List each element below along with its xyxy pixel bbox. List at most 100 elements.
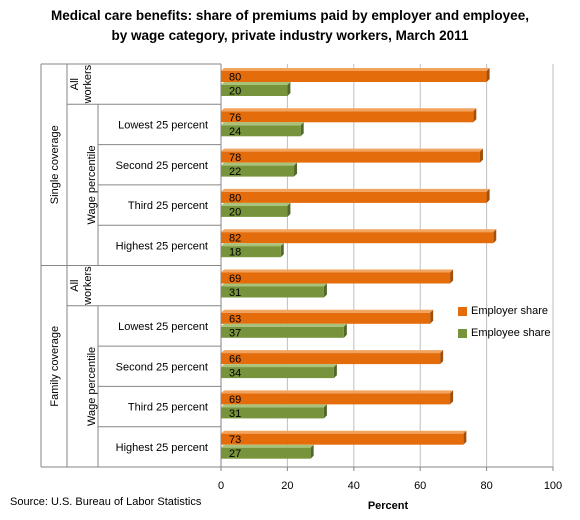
bar-employer <box>221 151 480 163</box>
data-label-employer: 80 <box>229 72 241 84</box>
legend-label-employer: Employer share <box>471 305 549 317</box>
bar-top-face-employee <box>221 243 284 247</box>
bar-side-face-employee <box>287 82 291 96</box>
chart-title: Medical care benefits: share of premiums… <box>0 6 580 46</box>
bar-employer <box>221 393 451 405</box>
bar-employee <box>221 326 344 338</box>
bar-employee <box>221 367 334 379</box>
x-tick-label: 40 <box>348 480 360 492</box>
bar-top-face-employer <box>221 390 454 394</box>
bar-side-face-employee <box>333 364 337 379</box>
data-label-employee: 37 <box>229 327 241 339</box>
bar-top-face-employee <box>221 82 291 85</box>
group-label: Family coverage <box>49 326 61 407</box>
category-label: Second 25 percent <box>116 361 208 373</box>
bar-side-face-employer <box>493 229 497 244</box>
data-label-employer: 73 <box>229 434 241 446</box>
bar-employer <box>221 353 441 365</box>
data-label-employee: 20 <box>229 206 241 218</box>
bar-employer <box>221 433 464 445</box>
legend-label-employee: Employee share <box>471 327 551 339</box>
data-label-employer: 69 <box>229 273 241 285</box>
category-label: Highest 25 percent <box>116 240 208 252</box>
legend: Employer share Employee share <box>458 300 551 344</box>
bar-employee <box>221 165 295 177</box>
bar-top-face-employer <box>221 430 467 434</box>
data-label-employee: 34 <box>229 368 241 380</box>
x-tick-label: 20 <box>281 480 293 492</box>
bar-employee <box>221 246 281 258</box>
bar-top-face-employee <box>221 364 337 368</box>
category-label: Lowest 25 percent <box>118 321 208 333</box>
data-label-employer: 69 <box>229 394 241 406</box>
bar-side-face-employee <box>323 404 327 419</box>
source-note: Source: U.S. Bureau of Labor Statistics <box>10 496 202 508</box>
bar-employer <box>221 272 451 284</box>
bar-employee <box>221 447 311 459</box>
bar-top-face-employer <box>221 350 444 354</box>
bar-side-face-employee <box>280 243 284 258</box>
data-label-employer: 80 <box>229 192 241 204</box>
x-tick-label: 0 <box>218 480 224 492</box>
bar-top-face-employee <box>221 122 304 126</box>
bar-employee <box>221 85 288 96</box>
bar-top-face-employee <box>221 162 298 166</box>
bar-top-face-employer <box>221 68 490 71</box>
subgroup-label-line: workers <box>82 64 94 104</box>
bar-top-face-employee <box>221 283 327 287</box>
bar-employee <box>221 125 301 137</box>
bar-side-face-employer <box>450 269 454 284</box>
bar-employer <box>221 111 474 123</box>
x-tick-label: 100 <box>544 480 562 492</box>
bar-top-face-employer <box>221 188 490 192</box>
subgroup-label: Wage percentile <box>86 145 98 224</box>
data-label-employee: 31 <box>229 287 241 299</box>
bar-side-face-employer <box>479 148 483 163</box>
bar-employer <box>221 312 431 324</box>
title-line-2: by wage category, private industry worke… <box>111 28 469 43</box>
bar-side-face-employee <box>294 162 298 177</box>
subgroup-label-line: All <box>69 78 81 90</box>
bar-top-face-employer <box>221 148 483 152</box>
bar-employee <box>221 286 324 298</box>
data-label-employee: 18 <box>229 247 241 259</box>
bar-side-face-employee <box>300 122 304 137</box>
bar-employer <box>221 191 487 203</box>
data-label-employer: 63 <box>229 313 241 325</box>
category-label: Highest 25 percent <box>116 442 208 454</box>
category-label: Third 25 percent <box>128 402 208 414</box>
bar-top-face-employee <box>221 444 314 448</box>
x-tick-label: 80 <box>480 480 492 492</box>
data-label-employee: 27 <box>229 448 241 460</box>
bar-side-face-employer <box>486 68 490 82</box>
bar-top-face-employer <box>221 269 454 273</box>
bar-top-face-employer <box>221 309 434 313</box>
bar-side-face-employer <box>463 430 467 445</box>
bar-employer <box>221 71 487 82</box>
data-label-employee: 31 <box>229 408 241 420</box>
bar-side-face-employee <box>287 202 291 217</box>
bar-employer <box>221 232 494 244</box>
data-label-employee: 24 <box>229 126 241 138</box>
bar-top-face-employee <box>221 404 327 408</box>
bar-top-face-employer <box>221 229 497 233</box>
bar-top-face-employee <box>221 323 347 327</box>
bar-employee <box>221 407 324 419</box>
subgroup-label: Wage percentile <box>86 347 98 426</box>
bar-side-face-employee <box>310 444 314 459</box>
legend-swatch-employee <box>458 328 467 338</box>
bar-top-face-employee <box>221 202 291 206</box>
bar-side-face-employer <box>486 188 490 203</box>
category-label: Third 25 percent <box>128 200 208 212</box>
bar-side-face-employer <box>450 390 454 405</box>
title-line-1: Medical care benefits: share of premiums… <box>51 8 529 23</box>
bar-side-face-employee <box>343 323 347 338</box>
bar-side-face-employer <box>430 309 434 324</box>
group-label: Single coverage <box>49 125 61 204</box>
category-label: Second 25 percent <box>116 160 208 172</box>
bar-employee <box>221 205 288 217</box>
bar-side-face-employee <box>323 283 327 298</box>
data-label-employer: 66 <box>229 354 241 366</box>
x-tick-label: 60 <box>414 480 426 492</box>
